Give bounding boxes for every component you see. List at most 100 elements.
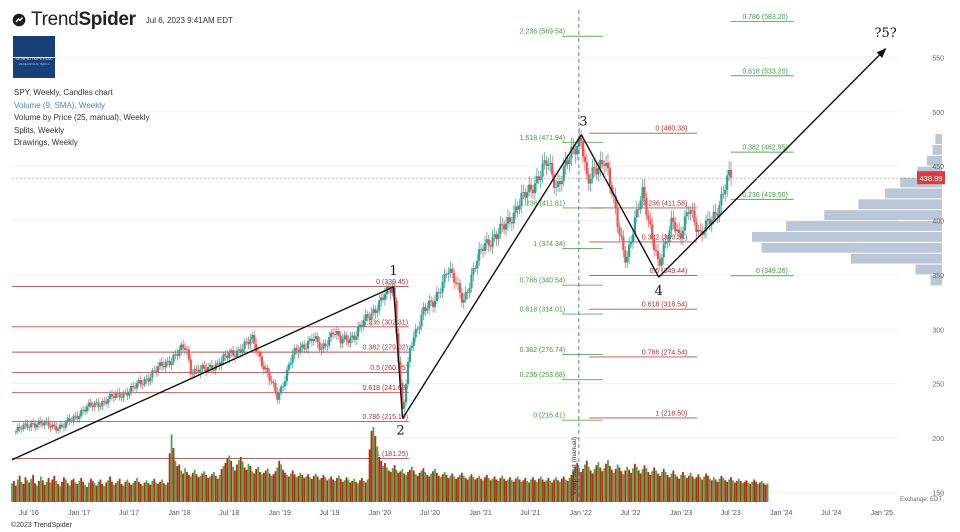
candle-body	[560, 180, 563, 185]
volume-bar	[280, 464, 283, 502]
candle-body	[266, 367, 269, 373]
volume-bar	[214, 475, 217, 502]
candle-body	[16, 426, 19, 432]
volume-bar	[424, 472, 427, 502]
volume-bar	[491, 478, 494, 502]
volume-bar	[393, 465, 396, 502]
candle-body	[141, 384, 144, 386]
candle-body	[301, 344, 304, 348]
x-tick-label: Jul '17	[119, 510, 139, 517]
candle-body	[397, 333, 400, 362]
volume-bar	[593, 469, 596, 502]
volume-bar	[472, 477, 475, 502]
volume-bar	[678, 478, 681, 502]
volume-bar	[149, 484, 152, 502]
volume-bar	[89, 478, 92, 502]
candle-body	[180, 344, 183, 351]
legend-volume-by-price[interactable]: Volume by Price (25, manual), Weekly	[14, 113, 150, 122]
candle-body	[158, 362, 162, 367]
legend-volume[interactable]: Volume (9, SMA), Weekly	[14, 100, 105, 110]
x-tick-label: Jan '19	[269, 510, 291, 517]
volume-bar	[591, 473, 594, 502]
volume-bar	[760, 481, 763, 502]
volume-bar	[735, 481, 738, 502]
candle-body	[647, 215, 650, 220]
candle-body	[474, 268, 477, 269]
candle-body	[22, 424, 25, 430]
volume-bar	[368, 449, 371, 502]
y-tick-label: 350	[932, 273, 944, 280]
candle-body	[378, 300, 381, 311]
volume-bar	[457, 477, 459, 502]
volume-bar	[453, 476, 456, 502]
candle-body	[14, 431, 17, 433]
candle-body	[182, 344, 185, 348]
legend-drawings[interactable]: Drawings, Weekly	[14, 138, 78, 147]
candle-body	[729, 169, 733, 178]
candle-body	[614, 195, 617, 208]
candle-body	[674, 222, 677, 232]
volume-bar	[422, 468, 425, 502]
x-tick-label: Jan '25	[871, 510, 893, 517]
volume-bar	[345, 477, 348, 502]
x-tick-label: Jan '18	[168, 510, 190, 517]
x-tick-label: Jul '18	[219, 510, 239, 517]
volume-bar	[207, 478, 209, 502]
candle-body	[472, 268, 475, 275]
candle-body	[312, 339, 315, 342]
chart-legend: SPY, Weekly, Candles chart Volume (9, SM…	[14, 87, 149, 150]
candle-body	[91, 405, 94, 408]
volume-bar	[495, 479, 498, 502]
candle-body	[99, 406, 102, 408]
candle-body	[518, 205, 521, 210]
volume-bar	[28, 482, 31, 502]
volume-bar	[78, 481, 81, 502]
volume-bar	[666, 475, 669, 502]
volume-bar	[459, 475, 461, 502]
candle-body	[55, 426, 58, 431]
vbp-bar	[824, 210, 942, 221]
volume-bar	[366, 479, 369, 502]
y-tick-label: 550	[932, 55, 944, 62]
candle-body	[60, 424, 64, 427]
legend-main-series[interactable]: SPY, Weekly, Candles chart	[14, 88, 113, 97]
volume-bar	[585, 460, 588, 502]
volume-bar	[672, 470, 675, 502]
volume-bar	[70, 480, 73, 502]
candle-body	[335, 330, 339, 335]
volume-bar	[460, 472, 463, 502]
volume-bar	[622, 474, 625, 502]
candle-body	[174, 354, 177, 356]
candle-body	[537, 176, 540, 181]
volume-bar	[720, 475, 723, 502]
candles	[14, 127, 733, 436]
volume-bar	[224, 463, 227, 502]
volume-bar	[293, 474, 296, 502]
vbp-bar	[935, 134, 942, 144]
candle-body	[318, 342, 321, 350]
legend-splits[interactable]: Splits, Weekly	[14, 125, 65, 135]
volume-bar	[683, 475, 686, 502]
volume-bar	[397, 472, 400, 502]
fib-label: 0.786 (340.54)	[520, 278, 566, 285]
candle-body	[176, 354, 179, 357]
candle-body	[470, 274, 473, 288]
volume-bar	[464, 478, 467, 502]
candle-body	[314, 336, 317, 340]
candle-body	[504, 223, 508, 230]
volume-bar	[222, 466, 225, 502]
candle-body	[76, 415, 79, 419]
volume-bar	[303, 478, 306, 502]
trend-lines	[11, 48, 887, 461]
volume-bar	[220, 469, 223, 502]
x-tick-label: Jul '24	[821, 510, 841, 517]
volume-bar	[86, 487, 88, 502]
candle-body	[330, 332, 333, 337]
volume-bar	[632, 468, 634, 502]
candle-body	[293, 348, 296, 355]
volume-bar	[355, 481, 358, 502]
candle-body	[691, 210, 694, 211]
fib-label: 0.382 (279.02)	[362, 345, 408, 352]
volume-bar	[526, 481, 529, 502]
